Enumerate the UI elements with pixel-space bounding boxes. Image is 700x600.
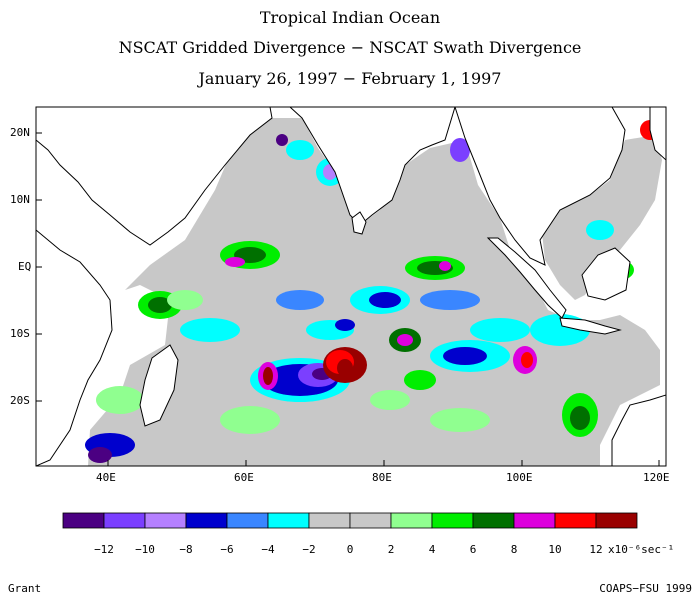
colorbar <box>62 512 638 529</box>
colorbar-tick-label: 8 <box>511 543 518 556</box>
colorbar-tick-label: −8 <box>179 543 192 556</box>
divergence-patch <box>276 134 288 146</box>
divergence-patch <box>570 406 590 430</box>
divergence-patch <box>263 367 273 385</box>
southeast-asia-coast <box>454 107 626 266</box>
ocean-gray-scs <box>540 135 662 300</box>
divergence-patch <box>220 406 280 434</box>
colorbar-units: x10⁻⁶sec⁻¹ <box>608 543 674 556</box>
divergence-patch <box>450 138 470 162</box>
colorbar-swatch <box>431 512 474 529</box>
colorbar-swatch <box>185 512 228 529</box>
title-line-3: January 26, 1997 − February 1, 1997 <box>198 69 502 88</box>
colorbar-swatch <box>595 512 638 529</box>
colorbar-swatch <box>349 512 392 529</box>
divergence-patch <box>180 318 240 342</box>
lon-label-80e: 80E <box>372 471 392 484</box>
colorbar-tick-label: −6 <box>220 543 233 556</box>
colorbar-tick-labels: −12 −10 −8 −6 −4 −2 0 2 4 6 8 10 12 <box>94 543 603 556</box>
colorbar-tick-label: 10 <box>548 543 561 556</box>
borneo <box>581 247 631 301</box>
map-frame <box>35 106 667 467</box>
colorbar-tick-label: −12 <box>94 543 114 556</box>
lat-label-10n: 10N <box>10 193 30 206</box>
lat-label-20s: 20S <box>10 394 30 407</box>
latitude-labels: 20N 10N EQ 10S 20S <box>10 126 42 407</box>
lon-label-60e: 60E <box>234 471 254 484</box>
colorbar-swatch <box>390 512 433 529</box>
divergence-patch <box>470 318 530 342</box>
divergence-patch <box>420 290 480 310</box>
colorbar-tick-label: 12 <box>589 543 602 556</box>
lat-label-20n: 20N <box>10 126 30 139</box>
java <box>559 317 622 335</box>
divergence-patch <box>369 292 401 308</box>
colorbar-swatch <box>144 512 187 529</box>
divergence-patch <box>521 352 533 368</box>
divergence-patch <box>430 408 490 432</box>
divergence-patch <box>225 257 245 267</box>
colorbar-tick-label: −2 <box>302 543 315 556</box>
africa-arabia-coast <box>36 107 273 466</box>
divergence-patch <box>586 220 614 240</box>
divergence-patch <box>88 447 112 463</box>
divergence-patch <box>337 359 353 377</box>
colorbar-tick-label: 6 <box>470 543 477 556</box>
footer-credit: COAPS−FSU 1999 <box>599 582 692 595</box>
divergence-anomalies <box>85 120 660 463</box>
colorbar-tick-label: 0 <box>347 543 354 556</box>
title-line-1: Tropical Indian Ocean <box>259 8 441 27</box>
colorbar-tick-label: 4 <box>429 543 436 556</box>
lon-label-40e: 40E <box>96 471 116 484</box>
divergence-patch <box>335 319 355 331</box>
india-coast <box>289 107 456 226</box>
divergence-patch <box>276 290 324 310</box>
lat-label-10s: 10S <box>10 327 30 340</box>
colorbar-swatch <box>554 512 597 529</box>
colorbar-swatch <box>472 512 515 529</box>
coastlines <box>36 107 666 466</box>
divergence-patch <box>439 261 451 271</box>
sri-lanka <box>351 211 367 235</box>
colorbar-swatch <box>308 512 351 529</box>
colorbar-swatch <box>62 512 105 529</box>
colorbar-swatch <box>103 512 146 529</box>
colorbar-swatch <box>513 512 556 529</box>
divergence-patch <box>286 140 314 160</box>
lon-label-120e: 120E <box>643 471 670 484</box>
colorbar-tick-label: −10 <box>135 543 155 556</box>
divergence-patch <box>397 334 413 346</box>
divergence-patch <box>443 347 487 365</box>
australia-coast <box>611 394 666 466</box>
divergence-patch <box>148 297 172 313</box>
ocean-gray-area <box>36 118 660 466</box>
footer-author: Grant <box>8 582 42 595</box>
title-line-2: NSCAT Gridded Divergence − NSCAT Swath D… <box>118 38 582 57</box>
madagascar <box>139 344 179 427</box>
sumatra <box>486 237 567 319</box>
colorbar-swatch <box>267 512 310 529</box>
longitude-labels: 40E 60E 80E 100E 120E <box>96 460 670 484</box>
divergence-patch <box>370 390 410 410</box>
lat-label-eq: EQ <box>18 260 31 273</box>
divergence-patch <box>167 290 203 310</box>
lon-label-100e: 100E <box>506 471 533 484</box>
philippines-region <box>649 107 666 161</box>
divergence-patch <box>96 386 144 414</box>
colorbar-swatch <box>226 512 269 529</box>
colorbar-tick-label: −4 <box>261 543 275 556</box>
colorbar-tick-label: 2 <box>388 543 395 556</box>
divergence-patch <box>404 370 436 390</box>
